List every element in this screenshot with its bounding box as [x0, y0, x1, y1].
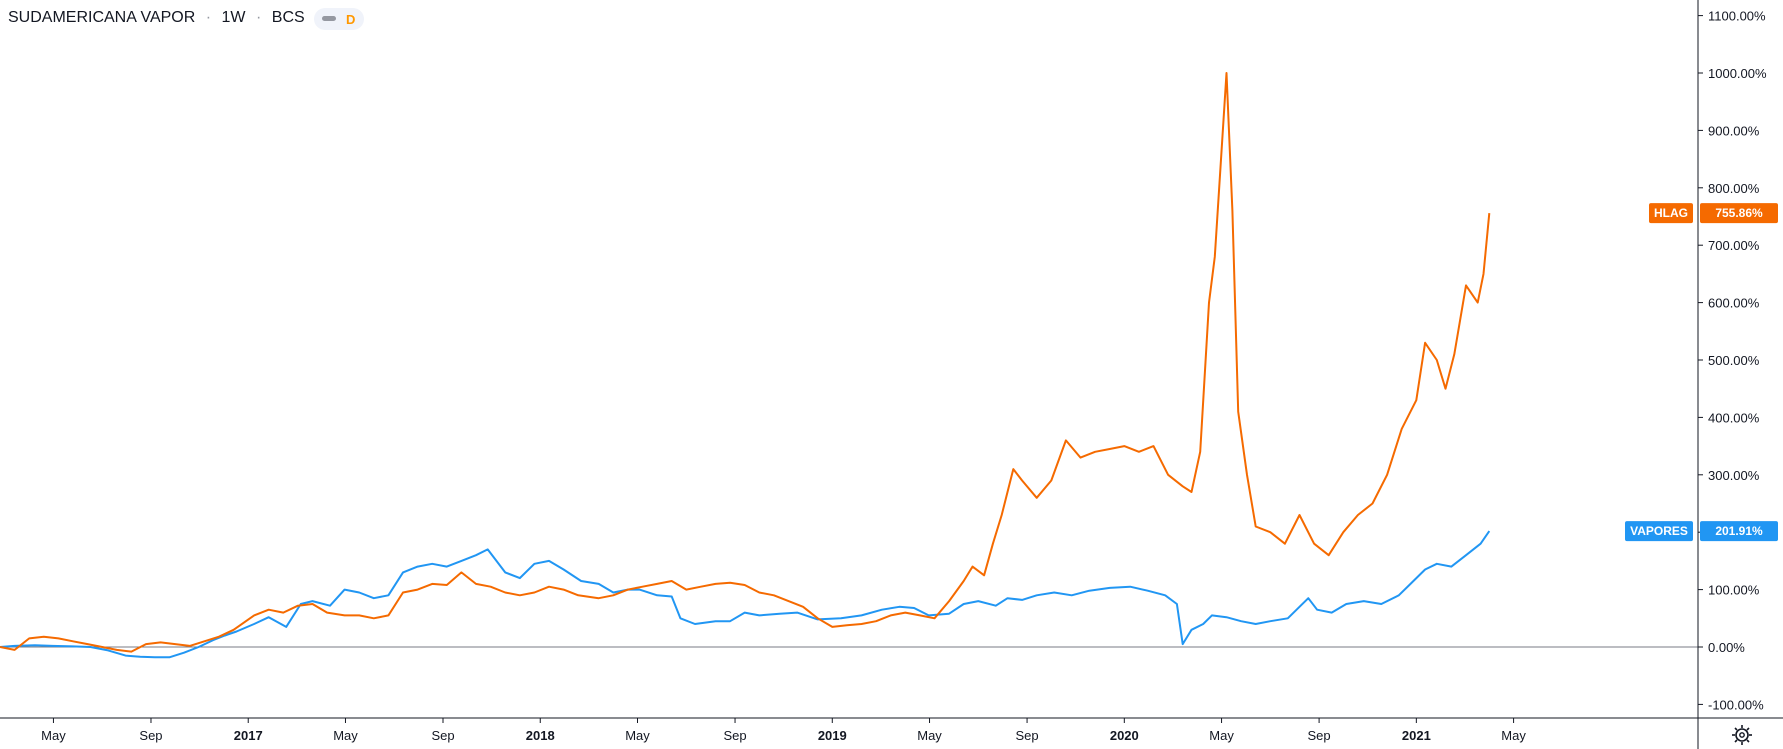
status-letter: D: [346, 12, 355, 27]
last-value-hlag[interactable]: HLAG 755.86%: [1649, 203, 1778, 224]
header-separator: ·: [256, 9, 261, 26]
x-tick-label: 2019: [818, 728, 847, 743]
gear-icon[interactable]: [1732, 725, 1752, 745]
y-tick-label: 100.00%: [1708, 583, 1760, 598]
time-axis[interactable]: May Sep 2017 May Sep 2018 May Sep 2019 May Sep 2020…: [0, 717, 1783, 743]
y-tick-label: 1000.00%: [1708, 66, 1767, 81]
x-tick-label: May: [917, 728, 942, 743]
x-tick-label: Sep: [1015, 728, 1038, 743]
x-tick-label: Sep: [723, 728, 746, 743]
plot-area[interactable]: [0, 72, 1698, 659]
series-line-vapores[interactable]: [0, 530, 1491, 659]
x-tick-label: May: [625, 728, 650, 743]
x-tick-label: May: [333, 728, 358, 743]
last-value-label: 201.91%: [1715, 524, 1763, 538]
y-tick-label: 700.00%: [1708, 238, 1760, 253]
y-tick-label: 400.00%: [1708, 410, 1760, 425]
svg-text:SUDAMERICANA VAPOR ·: SUDAMERICANA VAPOR · 1W · BCS: [8, 9, 305, 26]
y-tick-label: 500.00%: [1708, 353, 1760, 368]
series-name-label: VAPORES: [1630, 524, 1688, 538]
chart-header: SUDAMERICANA VAPOR · 1W · BCS D: [8, 8, 364, 30]
x-tick-label: May: [1209, 728, 1234, 743]
symbol-name[interactable]: SUDAMERICANA VAPOR: [8, 9, 195, 26]
y-tick-label: 0.00%: [1708, 640, 1745, 655]
x-tick-label: 2021: [1402, 728, 1431, 743]
exchange-label[interactable]: BCS: [272, 9, 305, 26]
x-tick-label: Sep: [1308, 728, 1331, 743]
y-tick-label: 300.00%: [1708, 468, 1760, 483]
x-tick-label: May: [41, 728, 66, 743]
series-name-tag: [1625, 521, 1693, 542]
header-separator: ·: [206, 9, 211, 26]
last-value-label: 755.86%: [1715, 206, 1763, 220]
last-value-tag: [1700, 203, 1778, 224]
y-tick-label: 1100.00%: [1708, 9, 1766, 24]
x-tick-label: 2017: [234, 728, 263, 743]
x-tick-label: 2020: [1110, 728, 1139, 743]
interval-label[interactable]: 1W: [222, 9, 247, 26]
x-tick-label: Sep: [431, 728, 454, 743]
x-tick-label: May: [1501, 728, 1526, 743]
y-tick-label: 600.00%: [1708, 296, 1760, 311]
y-tick-label: 800.00%: [1708, 181, 1760, 196]
last-value-tag: [1700, 521, 1778, 542]
status-toggle-icon: [322, 16, 336, 21]
status-badge[interactable]: D: [314, 8, 364, 30]
series-name-tag: [1649, 203, 1693, 224]
x-tick-label: Sep: [139, 728, 162, 743]
y-tick-label: 900.00%: [1708, 123, 1760, 138]
y-tick-label: -100.00%: [1708, 697, 1764, 712]
last-value-vapores[interactable]: VAPORES 201.91%: [1625, 521, 1778, 542]
series-name-label: HLAG: [1654, 206, 1688, 220]
x-tick-label: 2018: [526, 728, 555, 743]
series-line-hlag[interactable]: [0, 72, 1491, 653]
price-axis[interactable]: -100.00%0.00%100.00%200.00%300.00%400.00…: [1625, 0, 1778, 749]
